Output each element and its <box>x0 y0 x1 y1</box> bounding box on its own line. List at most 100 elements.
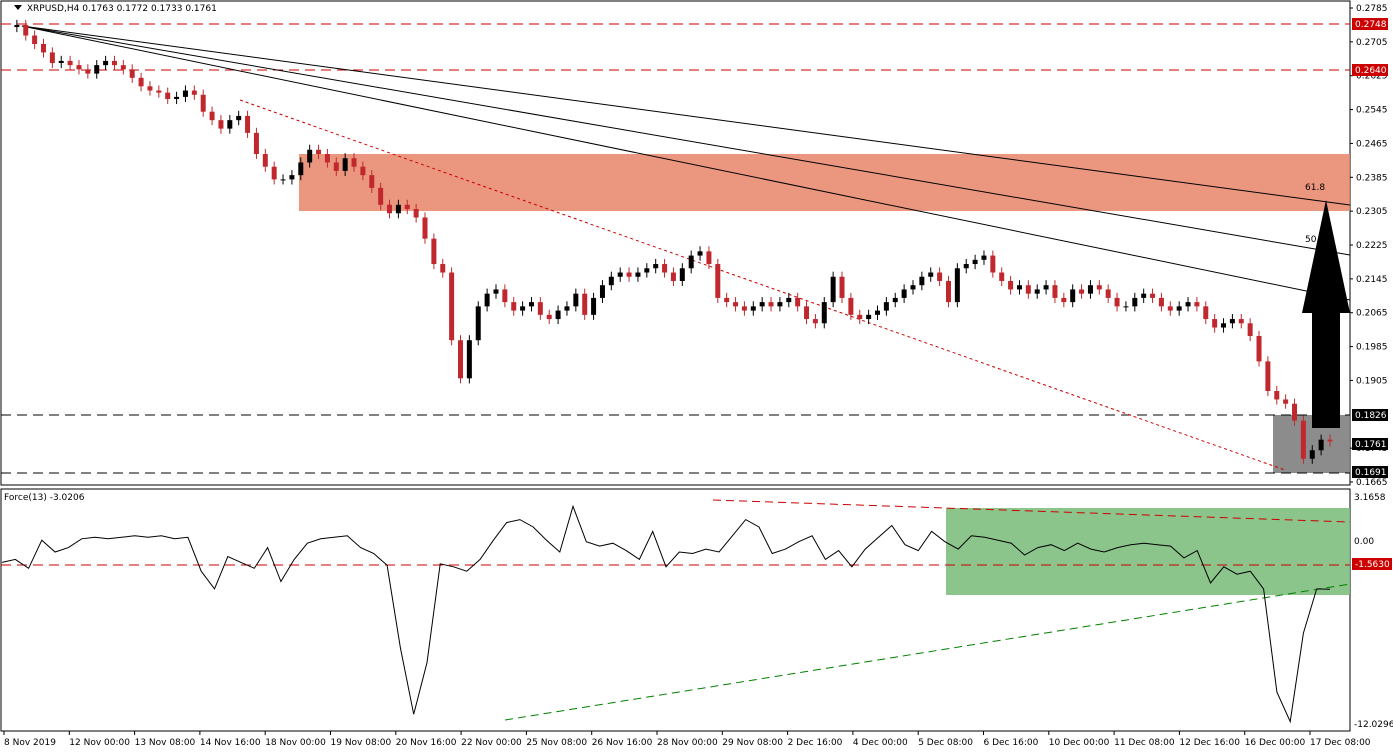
candle-bearish <box>945 280 951 303</box>
force-pane[interactable] <box>0 488 1351 732</box>
force-tick-zero: 0.00 <box>1354 537 1374 547</box>
candle-bullish <box>1221 323 1227 328</box>
price-tick-label: 0.2785 <box>1356 4 1388 14</box>
candle-bearish <box>1105 289 1111 298</box>
candle-bearish <box>156 90 162 93</box>
candle-bullish <box>599 285 605 298</box>
candle-bullish <box>963 264 969 269</box>
price-pane[interactable]: 50 61.8 <box>0 0 1351 486</box>
time-tick-label: 29 Nov 08:00 <box>722 738 783 748</box>
candle-bullish <box>564 306 570 311</box>
candle-bullish <box>342 158 348 171</box>
candle-bullish <box>227 120 233 129</box>
candle-bearish <box>511 302 517 311</box>
candle-bearish <box>360 166 366 176</box>
candle-bullish <box>883 302 889 311</box>
candle-bearish <box>839 276 845 298</box>
time-tick-label: 18 Nov 00:00 <box>265 738 326 748</box>
candle-bullish <box>892 297 898 303</box>
candle-bullish <box>928 272 934 277</box>
price-tick-label: 0.2625 <box>1356 72 1388 82</box>
candle-bullish <box>591 297 597 315</box>
fib-label-61.8: 61.8 <box>1305 183 1325 193</box>
candle-bearish <box>404 204 410 210</box>
candle-bullish <box>493 289 499 294</box>
fib-label-50: 50 <box>1305 235 1317 245</box>
indicator-value: -3.0206 <box>49 493 85 503</box>
force-tick-min: -12.0296 <box>1354 720 1393 730</box>
price-label-high: 0.2640 <box>1352 64 1388 76</box>
candle-bullish <box>697 251 703 256</box>
price-label-support-top: 0.1826 <box>1352 409 1388 421</box>
time-tick-label: 19 Nov 08:00 <box>331 738 392 748</box>
time-tick-label: 28 Nov 00:00 <box>657 738 718 748</box>
candle-bearish <box>1114 297 1120 307</box>
candle-bullish <box>1229 319 1235 324</box>
price-tick-label: 0.2545 <box>1356 106 1388 116</box>
candle-bearish <box>1283 399 1289 404</box>
candle-bearish <box>165 92 171 99</box>
candle-bullish <box>750 306 756 311</box>
time-tick-label: 2 Dec 16:00 <box>788 738 843 748</box>
candle-bearish <box>200 94 206 112</box>
candle-bearish <box>262 154 268 167</box>
candle-bearish <box>369 175 375 188</box>
force-line <box>1 504 1331 724</box>
price-label-current: 0.1761 <box>1352 438 1388 450</box>
candle-bearish <box>1212 319 1218 328</box>
candle-bearish <box>1247 323 1253 336</box>
time-tick-label: 14 Nov 16:00 <box>200 738 261 748</box>
candle-bullish <box>901 289 907 298</box>
force-resistance-line <box>712 499 1351 523</box>
candle-bearish <box>937 272 943 281</box>
candle-bearish <box>1150 293 1156 298</box>
candle-bearish <box>1265 361 1271 392</box>
time-tick-label: 12 Nov 00:00 <box>69 738 130 748</box>
candle-bearish <box>857 314 863 320</box>
candle-bearish <box>848 297 854 315</box>
resistance-zone <box>299 154 1350 211</box>
candle-bearish <box>85 69 91 74</box>
indicator-name: Force(13) <box>4 493 47 503</box>
candle-bullish <box>830 276 836 303</box>
candle-bearish <box>1096 285 1102 290</box>
candle-bullish <box>910 285 916 290</box>
candle-bearish <box>990 255 996 273</box>
time-tick-label: 12 Dec 16:00 <box>1179 738 1240 748</box>
force-level-label: -1.5630 <box>1355 560 1390 570</box>
candle-bearish <box>670 272 676 281</box>
price-tick-label: 0.2705 <box>1356 38 1388 48</box>
symbol-name: XRPUSD,H4 <box>26 4 80 14</box>
candle-bullish <box>786 297 792 303</box>
candle-bullish <box>298 162 304 176</box>
candle-bearish <box>191 90 197 95</box>
force-tick-max: 3.1658 <box>1354 493 1386 503</box>
time-axis: 8 Nov 2019 12 Nov 00:00 13 Nov 08:00 14 Nov… <box>3 731 1371 748</box>
dropdown-arrow-icon[interactable] <box>14 5 22 10</box>
candle-bearish <box>1203 306 1209 320</box>
candle-bullish <box>1309 450 1315 459</box>
candle-bullish <box>103 60 109 66</box>
candle-bearish <box>245 115 251 133</box>
candle-bullish <box>1087 285 1093 294</box>
descending-trendline <box>239 99 1286 471</box>
price-label-top: 0.2748 <box>1352 18 1388 30</box>
price-tick-label: 0.2385 <box>1356 173 1388 183</box>
candle-bearish <box>333 162 339 171</box>
candle-bearish <box>1274 391 1280 400</box>
candle-bullish <box>981 255 987 260</box>
candle-bearish <box>120 65 126 70</box>
candle-bearish <box>795 297 801 307</box>
candle-bearish <box>147 86 153 91</box>
price-tick-label: 0.1985 <box>1356 343 1388 353</box>
candle-bullish <box>475 306 481 341</box>
candle-bearish <box>1158 297 1164 307</box>
candle-bearish <box>76 65 82 70</box>
candle-bearish <box>440 264 446 273</box>
price-label-support-bottom: 0.1691 <box>1352 466 1388 478</box>
candle-bullish <box>653 264 659 269</box>
candle-bullish <box>174 96 180 99</box>
candle-bullish <box>528 302 534 307</box>
candle-bearish <box>1292 403 1298 421</box>
